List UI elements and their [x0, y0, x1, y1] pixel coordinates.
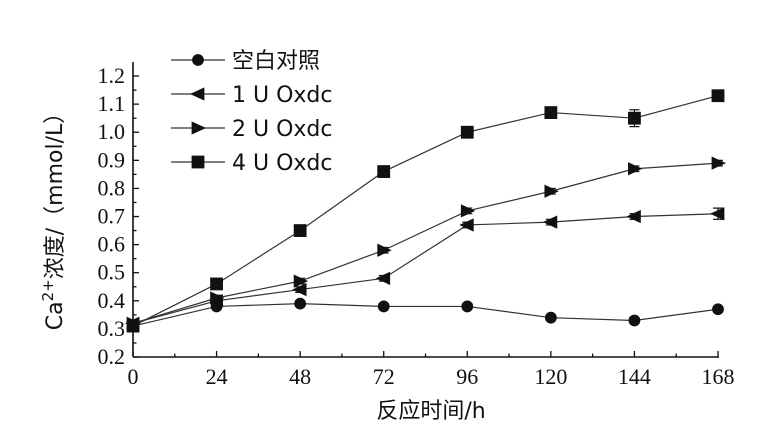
- data-point: [628, 111, 641, 125]
- series-group: [125, 89, 726, 333]
- y-tick-label: 0.7: [98, 204, 126, 229]
- y-tick-label: 1.2: [98, 63, 126, 88]
- legend-marker: [191, 121, 206, 135]
- series-line: [132, 303, 719, 327]
- data-point: [461, 300, 474, 313]
- data-point: [711, 156, 726, 170]
- legend-marker: [192, 54, 204, 66]
- x-tick-label: 120: [534, 364, 567, 389]
- y-axis-title-rest: 浓度/（mmol/L）: [43, 102, 68, 280]
- y-tick-label: 0.3: [98, 316, 126, 341]
- y-tick-label: 0.5: [98, 260, 126, 285]
- axes: [132, 62, 719, 358]
- data-point: [544, 106, 558, 119]
- legend-label: 2 U Oxdc: [232, 117, 332, 142]
- data-point: [544, 184, 559, 198]
- series-4: [126, 89, 725, 333]
- data-point: [377, 300, 390, 313]
- data-point: [459, 218, 474, 232]
- series-1: [127, 297, 724, 332]
- data-point: [460, 204, 476, 218]
- x-tick-label: 168: [702, 364, 735, 389]
- series-line: [132, 95, 719, 327]
- data-point: [712, 303, 724, 316]
- x-axis-title: 反应时间/h: [376, 399, 485, 424]
- legend-item: 1 U Oxdc: [171, 83, 332, 108]
- series-line: [132, 213, 719, 324]
- data-point: [375, 271, 391, 285]
- x-tick-label: 0: [128, 364, 139, 389]
- y-tick-label: 1.1: [98, 91, 126, 116]
- legend-marker: [190, 87, 205, 101]
- y-ticks: 0.2 0.3 0.4 0.5 0.6 0.7 0.8 0.9 1.0 1.1 1.2: [98, 63, 139, 369]
- legend-item: 4 U Oxdc: [171, 151, 332, 176]
- data-point: [542, 215, 558, 229]
- y-tick-label: 0.4: [98, 288, 126, 313]
- legend-item: 2 U Oxdc: [171, 117, 332, 142]
- legend-marker: [191, 155, 205, 169]
- data-point: [292, 282, 307, 297]
- data-point: [293, 224, 307, 237]
- x-tick-label: 144: [618, 364, 651, 389]
- data-point: [377, 165, 391, 178]
- data-point: [126, 319, 140, 333]
- series-line: [132, 162, 719, 324]
- y-axis-title: Ca2+浓度/（mmol/L）: [39, 102, 68, 330]
- legend-item: 空白对照: [171, 49, 320, 74]
- data-point: [210, 277, 223, 291]
- data-point: [460, 125, 474, 139]
- data-point: [626, 209, 641, 224]
- y-tick-label: 1.0: [98, 119, 126, 144]
- data-point: [210, 291, 225, 305]
- data-point: [377, 243, 392, 257]
- legend-label: 空白对照: [232, 49, 320, 74]
- legend-label: 1 U Oxdc: [232, 83, 332, 108]
- y-tick-label: 0.8: [98, 175, 126, 200]
- y-tick-label: 0.9: [98, 147, 126, 172]
- y-axis-title-base: Ca: [43, 301, 68, 330]
- legend-label: 4 U Oxdc: [232, 151, 332, 176]
- data-point: [544, 311, 557, 324]
- data-point: [628, 314, 641, 327]
- data-point: [710, 207, 725, 221]
- y-axis-title-superscript: 2+: [39, 279, 57, 301]
- legend: 空白对照 1 U Oxdc 2 U Oxdc 4 U Oxdc: [171, 49, 332, 176]
- x-tick-label: 96: [456, 364, 478, 389]
- x-tick-label: 48: [289, 364, 311, 389]
- x-tick-label: 24: [206, 364, 228, 389]
- y-tick-label: 0.6: [98, 232, 126, 257]
- data-point: [294, 297, 307, 310]
- series-3: [126, 156, 726, 330]
- data-point: [711, 89, 725, 103]
- y-tick-label: 0.2: [98, 344, 126, 369]
- x-ticks: 0 24 48 72 96 120 144 168: [128, 351, 735, 389]
- data-point: [628, 162, 643, 176]
- x-tick-label: 72: [373, 364, 395, 389]
- data-point: [293, 274, 309, 288]
